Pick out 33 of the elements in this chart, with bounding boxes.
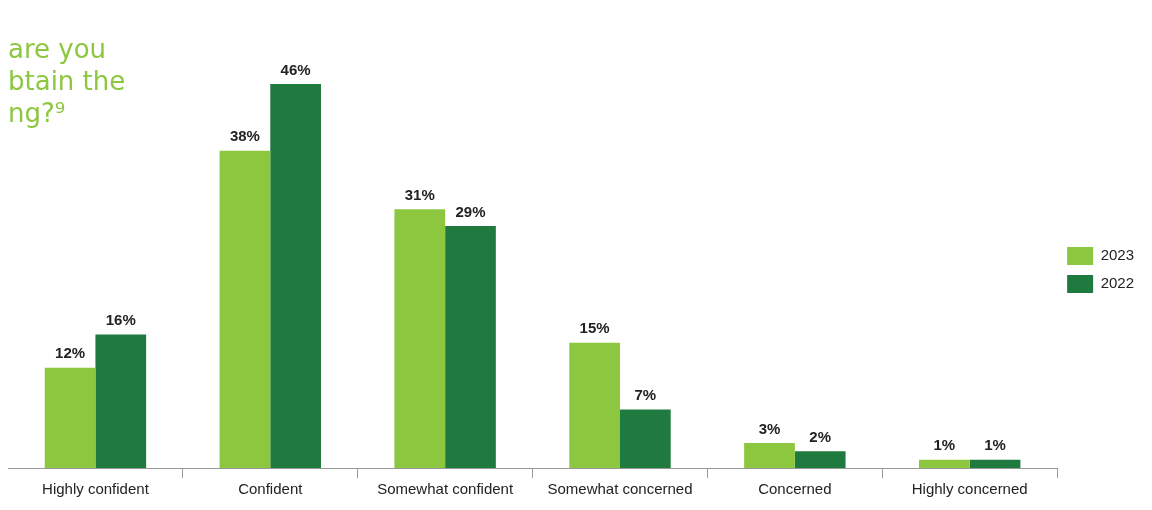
data-label: 1%	[984, 436, 1006, 454]
data-label: 46%	[280, 60, 311, 78]
bar	[619, 409, 671, 468]
bar	[569, 342, 620, 468]
bar	[219, 150, 271, 468]
legend-label: 2022	[1100, 274, 1135, 292]
x-tick-label: Somewhat confident	[377, 480, 514, 498]
data-label: 3%	[758, 419, 781, 437]
data-label: 1%	[933, 436, 956, 454]
data-label: 2%	[809, 427, 832, 445]
bar	[394, 209, 446, 468]
bar	[744, 442, 795, 468]
data-label: 29%	[455, 202, 486, 220]
chart-title: are you btain the ng?⁹	[8, 33, 126, 128]
data-label: 16%	[105, 311, 136, 329]
bar	[969, 459, 1021, 468]
x-tick-label: Highly concerned	[911, 480, 1028, 498]
x-tick-label: Confident	[238, 480, 304, 498]
data-label: 31%	[404, 185, 435, 203]
x-tick-label: Somewhat concerned	[547, 480, 693, 498]
bar	[270, 84, 321, 468]
bar	[794, 451, 846, 468]
x-tick-label: Concerned	[758, 480, 832, 498]
data-label: 38%	[229, 127, 260, 145]
legend-label: 2023	[1100, 246, 1135, 264]
data-label: 12%	[55, 344, 86, 362]
data-label: 7%	[634, 386, 657, 404]
bar	[919, 459, 970, 468]
bar	[44, 367, 96, 468]
bar	[445, 225, 496, 468]
bar	[95, 334, 147, 468]
x-tick-label: Highly confident	[42, 480, 150, 498]
data-label: 15%	[579, 319, 610, 337]
